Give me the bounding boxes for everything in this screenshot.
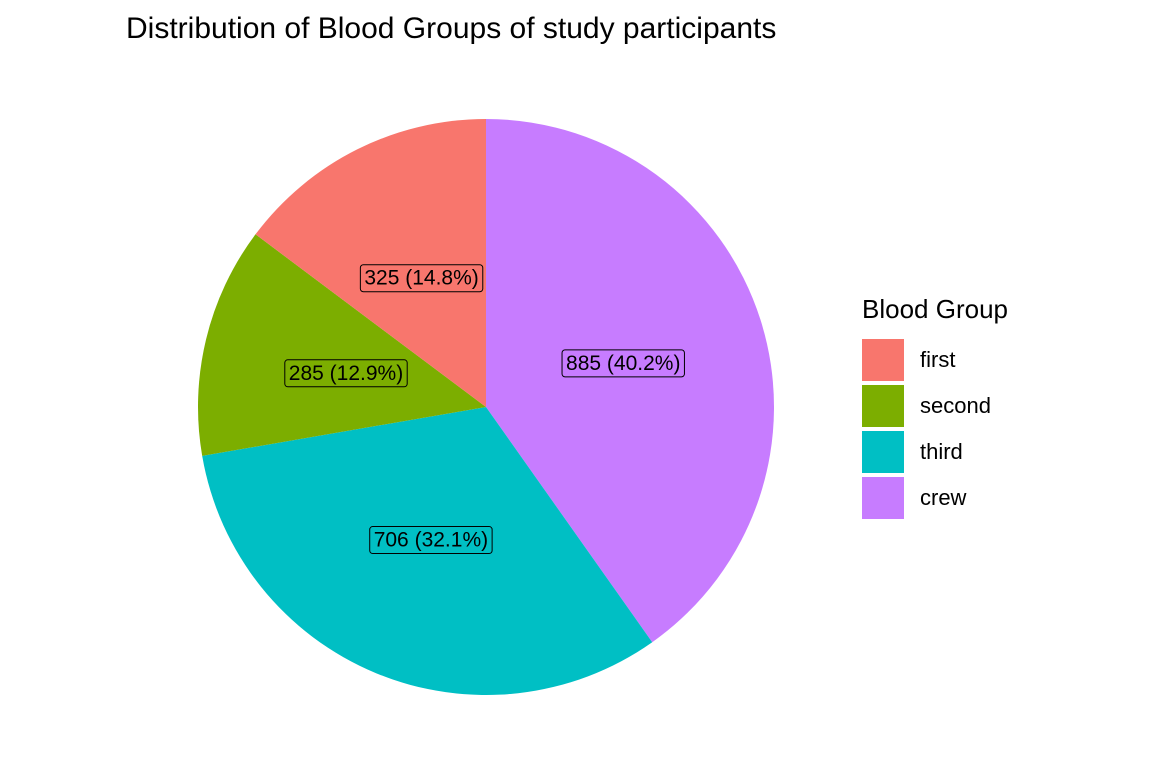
- legend-label: first: [920, 347, 956, 372]
- legend-item-crew: crew: [862, 475, 1008, 521]
- pie-slice-first: [255, 118, 486, 407]
- slice-label-first: 325 (14.8%): [359, 264, 484, 293]
- slice-label-box: [359, 264, 484, 293]
- pie-slice-crew: [486, 119, 775, 643]
- legend-item-second: second: [862, 383, 1008, 429]
- legend-swatch: [862, 431, 904, 473]
- slice-label-box: [369, 526, 493, 555]
- legend-label: crew: [920, 485, 967, 510]
- legend-label: third: [920, 439, 963, 464]
- slice-label-crew: 885 (40.2%): [561, 349, 685, 378]
- slice-label-box: [561, 349, 685, 378]
- legend-item-third: third: [862, 429, 1008, 475]
- legend-label: second: [920, 393, 991, 418]
- pie-slice-third: [202, 407, 653, 696]
- slice-label-text: 285 (12.9%): [289, 362, 403, 385]
- legend: Blood Group first second third crew: [862, 294, 1008, 521]
- slice-label-box: [284, 359, 408, 388]
- slice-label-text: 885 (40.2%): [566, 352, 680, 375]
- chart-title: Distribution of Blood Groups of study pa…: [126, 12, 777, 45]
- slice-label-second: 285 (12.9%): [284, 359, 408, 388]
- legend-title: Blood Group: [862, 294, 1008, 324]
- legend-swatch: [862, 385, 904, 427]
- legend-swatch: [862, 339, 904, 381]
- legend-swatch: [862, 477, 904, 519]
- legend-item-first: first: [862, 337, 1008, 383]
- slice-label-third: 706 (32.1%): [369, 526, 493, 555]
- slice-label-text: 706 (32.1%): [374, 529, 488, 552]
- pie-slice-second: [198, 234, 486, 456]
- slice-label-text: 325 (14.8%): [364, 267, 478, 290]
